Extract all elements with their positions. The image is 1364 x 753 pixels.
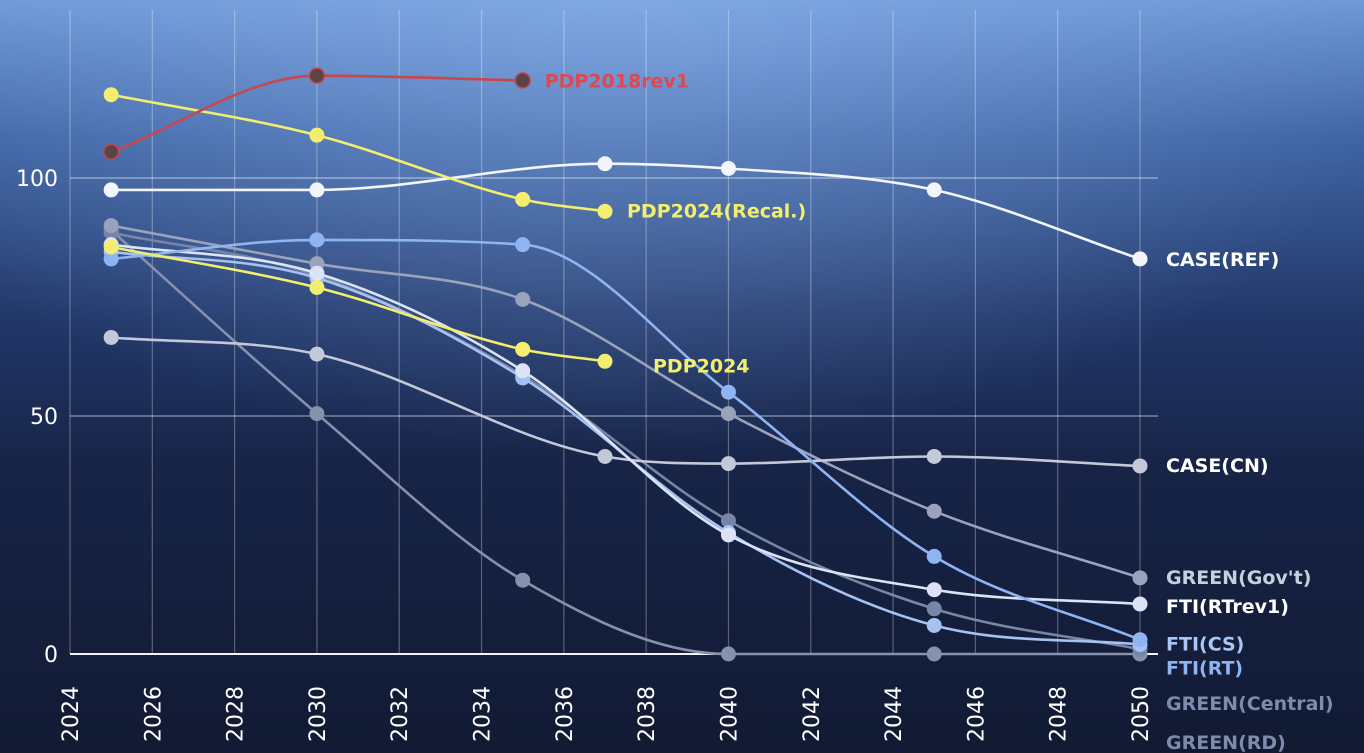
series-label-fti-rtrev1: FTI(RTrev1) [1166, 596, 1289, 618]
data-point-case-ref [1132, 251, 1148, 267]
data-point-pdp2024-recal [103, 87, 119, 103]
series-line-green-rd [109, 229, 1142, 656]
series-label-case-ref: CASE(REF) [1166, 249, 1279, 271]
data-point-pdp2018rev1 [514, 72, 531, 89]
x-tick-label: 2024 [59, 686, 84, 742]
series-line-green-gov-t [109, 224, 1142, 580]
series-fti-cs [103, 232, 1148, 648]
series-label-pdp2018rev1: PDP2018rev1 [545, 70, 689, 92]
data-point-pdp2024-recal [515, 191, 531, 207]
axes: 2024 2026 2028 2030 2032 2034 2036 2038 2040 2042… [16, 167, 1154, 742]
data-point-pdp2024 [103, 239, 119, 255]
series-case-ref [103, 156, 1148, 267]
x-tick-label: 2030 [306, 686, 331, 742]
series-label-fti-rt: FTI(RT) [1166, 657, 1243, 679]
data-point-case-cn [1132, 458, 1148, 474]
x-tick-label: 2038 [635, 686, 660, 742]
data-point-case-ref [103, 182, 119, 198]
data-point-fti-rtrev1 [720, 527, 736, 543]
series-labels: PDP2018rev1 PDP2024(Recal.) PDP2024 CASE(RE… [545, 70, 1334, 753]
series-label-green-central: GREEN(Central) [1166, 693, 1334, 715]
series-line-pdp2024-recal [109, 93, 607, 213]
data-point-green-rd [926, 646, 942, 662]
data-point-fti-rt [926, 617, 942, 633]
data-point-green-central [926, 601, 942, 617]
series-label-green-rd: GREEN(RD) [1166, 732, 1286, 753]
data-point-fti-rtrev1 [926, 582, 942, 598]
data-point-case-ref [597, 156, 613, 172]
data-point-fti-rtrev1 [309, 265, 325, 281]
y-tick-label: 0 [44, 643, 58, 668]
data-point-pdp2024 [515, 341, 531, 357]
data-point-green-rd [720, 646, 736, 662]
data-point-case-ref [720, 160, 736, 176]
data-point-case-cn [720, 456, 736, 472]
x-tick-label: 2032 [388, 686, 413, 742]
x-tick-label: 2028 [224, 686, 249, 742]
data-point-green-rd [515, 572, 531, 588]
series-line-case-ref [109, 162, 1142, 261]
x-tick-label: 2026 [141, 686, 166, 742]
series-label-green-gov-t: GREEN(Gov't) [1166, 567, 1311, 589]
data-point-case-cn [926, 448, 942, 464]
data-point-fti-cs [309, 232, 325, 248]
series-label-fti-cs: FTI(CS) [1166, 634, 1244, 656]
data-point-green-gov-t [103, 218, 119, 234]
series-line-fti-cs [109, 238, 1142, 641]
data-point-case-ref [926, 182, 942, 198]
data-point-green-gov-t [1132, 570, 1148, 586]
series-case-cn [103, 329, 1148, 474]
series-line-green-central [109, 231, 1142, 651]
x-tick-label: 2046 [964, 686, 989, 742]
data-point-green-gov-t [515, 291, 531, 307]
data-point-green-gov-t [720, 406, 736, 422]
series-line-fti-rtrev1 [109, 243, 1142, 606]
data-point-pdp2024 [597, 353, 613, 369]
data-point-case-cn [597, 448, 613, 464]
data-point-case-ref [309, 182, 325, 198]
x-tick-label: 2034 [471, 686, 496, 742]
data-point-fti-cs [926, 548, 942, 564]
data-point-green-gov-t [926, 503, 942, 519]
series-line-pdp2024 [109, 245, 607, 363]
data-point-fti-cs [720, 384, 736, 400]
x-tick-label: 2036 [553, 686, 578, 742]
data-point-green-central [720, 513, 736, 529]
series-pdp2024 [103, 239, 613, 369]
data-point-case-cn [309, 346, 325, 362]
series-label-pdp2024: PDP2024 [653, 355, 750, 377]
x-tick-label: 2044 [882, 686, 907, 742]
data-point-fti-rtrev1 [1132, 596, 1148, 612]
y-tick-label: 100 [16, 167, 58, 192]
series-label-pdp2024-recal: PDP2024(Recal.) [627, 200, 806, 222]
data-point-fti-cs [515, 237, 531, 253]
series-pdp2018rev1 [102, 67, 531, 161]
y-tick-label: 50 [30, 405, 58, 430]
series-pdp2024-recal [103, 87, 613, 219]
data-point-pdp2024-recal [309, 127, 325, 143]
series-line-case-cn [109, 336, 1142, 468]
data-point-fti-cs [1132, 632, 1148, 648]
data-point-fti-rtrev1 [515, 363, 531, 379]
series-group [102, 67, 1148, 662]
x-tick-label: 2040 [717, 686, 742, 742]
data-point-pdp2024-recal [597, 203, 613, 219]
data-point-case-cn [103, 329, 119, 345]
data-point-fti-cs [103, 251, 119, 267]
data-point-pdp2018rev1 [102, 143, 120, 161]
series-label-case-cn: CASE(CN) [1166, 455, 1269, 477]
data-point-pdp2024 [309, 279, 325, 295]
x-tick-label: 2048 [1047, 686, 1072, 742]
data-point-pdp2018rev1 [308, 67, 326, 84]
data-point-green-rd [309, 406, 325, 422]
x-tick-label: 2042 [800, 686, 825, 742]
x-tick-label: 2050 [1129, 686, 1154, 742]
